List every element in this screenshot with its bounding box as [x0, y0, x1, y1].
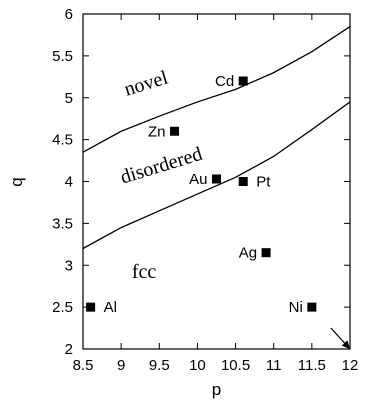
- x-axis-label: p: [212, 380, 221, 399]
- point-label-zn: Zn: [148, 123, 166, 140]
- y-tick-label: 2.5: [52, 299, 73, 316]
- y-tick-label: 2: [65, 341, 73, 358]
- x-tick-label: 12: [342, 357, 359, 374]
- ticks: 8.5 9 9.5 10 10.5 11 11.5 12 2 2.5 3 3.5 4 4.5 5 5.5 6: [52, 6, 358, 374]
- region-label-fcc: fcc: [132, 261, 157, 283]
- point-marker-al: [86, 302, 96, 312]
- y-tick-label: 6: [65, 6, 73, 23]
- region-label-novel: novel: [122, 66, 171, 100]
- y-tick-label: 5: [65, 90, 73, 107]
- y-tick-label: 5.5: [52, 48, 73, 65]
- point-label-ag: Ag: [239, 245, 257, 262]
- phase-boundaries: [82, 26, 351, 250]
- point-label-al: Al: [104, 299, 117, 316]
- x-tick-label: 10: [189, 357, 206, 374]
- phase-boundary-disordered-fcc: [82, 101, 351, 250]
- y-axis-label: q: [7, 177, 26, 186]
- point-label-au: Au: [189, 171, 207, 188]
- x-tick-label: 9: [117, 357, 125, 374]
- y-tick-label: 3: [65, 257, 73, 274]
- point-label-ni: Ni: [289, 299, 303, 316]
- point-marker-zn: [170, 126, 180, 136]
- y-tick-label: 4: [65, 174, 73, 191]
- phase-boundary-novel-disordered: [82, 26, 351, 153]
- point-label-pt: Pt: [256, 174, 271, 191]
- arrow-annotation: [330, 327, 351, 350]
- point-marker-ni: [307, 302, 317, 312]
- data-points: Cd Zn Au Pt Ag Al Ni: [86, 73, 317, 316]
- arrow-head: [341, 340, 350, 349]
- y-tick-label: 3.5: [52, 215, 73, 232]
- x-tick-label: 11.5: [298, 357, 326, 374]
- x-tick-label: 9.5: [149, 357, 170, 374]
- point-marker-au: [212, 174, 221, 184]
- point-label-cd: Cd: [215, 73, 234, 90]
- x-tick-label: 11: [266, 357, 282, 374]
- point-marker-cd: [238, 76, 248, 86]
- point-marker-ag: [261, 248, 271, 258]
- x-tick-label: 10.5: [221, 357, 250, 374]
- x-tick-label: 8.5: [73, 357, 94, 374]
- y-tick-label: 4.5: [52, 132, 73, 149]
- point-marker-pt: [238, 177, 248, 186]
